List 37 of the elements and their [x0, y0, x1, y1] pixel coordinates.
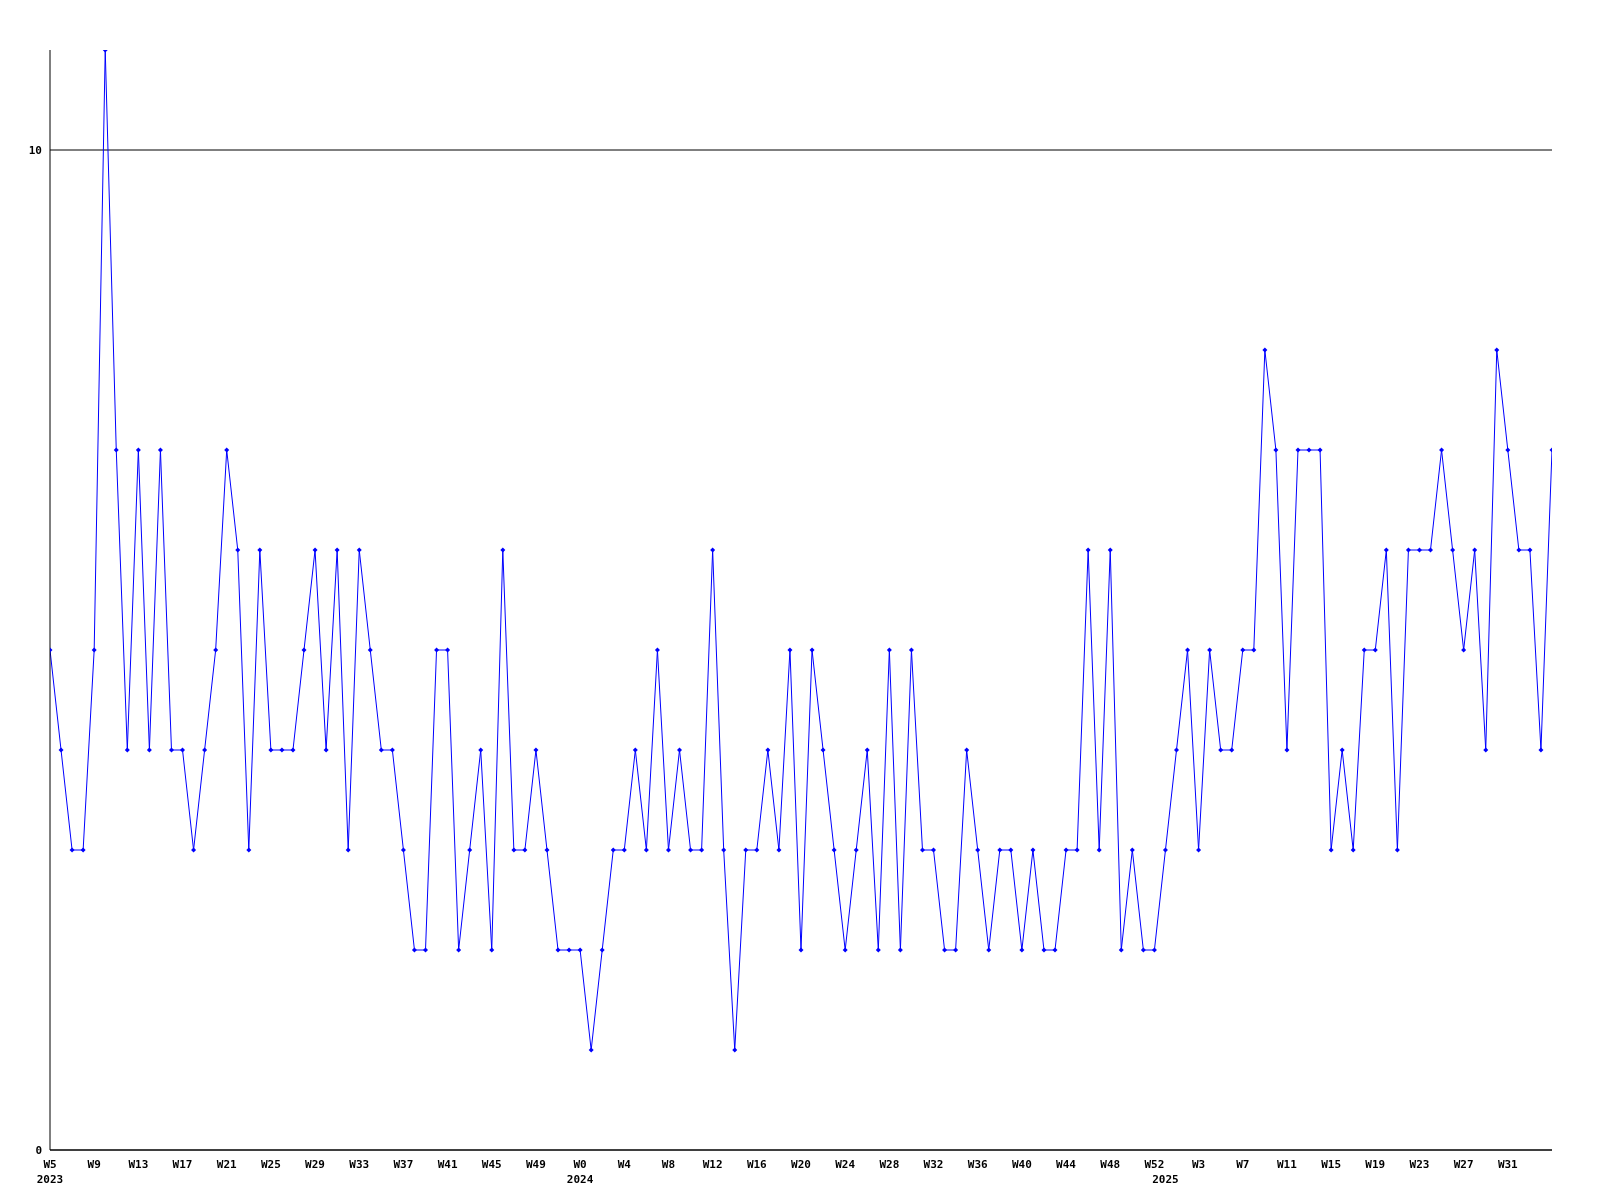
x-tick-label: W9 [87, 1158, 101, 1171]
x-tick-label: W5 2023 [36, 1158, 64, 1186]
x-tick-label: W7 [1236, 1158, 1250, 1171]
x-tick-label: W29 [305, 1158, 325, 1171]
x-tick-label: W25 [260, 1158, 281, 1171]
x-tick-label: W12 [702, 1158, 723, 1171]
x-tick-label: W49 [526, 1158, 546, 1171]
x-tick-label: W15 [1321, 1158, 1342, 1171]
x-tick-label: W36 [967, 1158, 989, 1171]
x-tick-label: W23 [1409, 1158, 1430, 1171]
x-tick-label: 2025 [1152, 1173, 1179, 1186]
x-tick-label: W17 [172, 1158, 193, 1171]
x-tick-label: W37 [393, 1158, 414, 1171]
x-tick-label: W33 [349, 1158, 370, 1171]
x-tick-label: W8 [661, 1158, 676, 1171]
x-tick-label: W13 [128, 1158, 149, 1171]
y-tick-label: 0 [35, 1143, 42, 1157]
y-tick-label: 10 [28, 143, 42, 157]
x-tick-label: W52 [1144, 1158, 1165, 1171]
x-tick-label: W0 2024 [566, 1158, 594, 1186]
x-tick-label: W21 [216, 1158, 238, 1171]
x-tick-label: W45 [481, 1158, 502, 1171]
x-tick-label: W4 [617, 1158, 632, 1171]
x-tick-label: W20 [791, 1158, 811, 1171]
x-tick-label: W24 [835, 1158, 856, 1171]
x-tick-label: W31 [1497, 1158, 1519, 1171]
x-tick-label: W44 [1056, 1158, 1077, 1171]
x-tick-label: W11 [1277, 1158, 1298, 1171]
x-tick-label: W40 [1011, 1158, 1032, 1171]
x-tick-label: W27 [1453, 1158, 1474, 1171]
x-tick-label: W41 [437, 1158, 458, 1171]
x-tick-label: W48 [1100, 1158, 1121, 1171]
x-tick-label: W28 [879, 1158, 900, 1171]
x-tick-label: W3 [1191, 1158, 1206, 1171]
x-tick-label: W32 [923, 1158, 944, 1171]
x-tick-label: W19 [1365, 1158, 1386, 1171]
x-tick-label: W16 [746, 1158, 768, 1171]
